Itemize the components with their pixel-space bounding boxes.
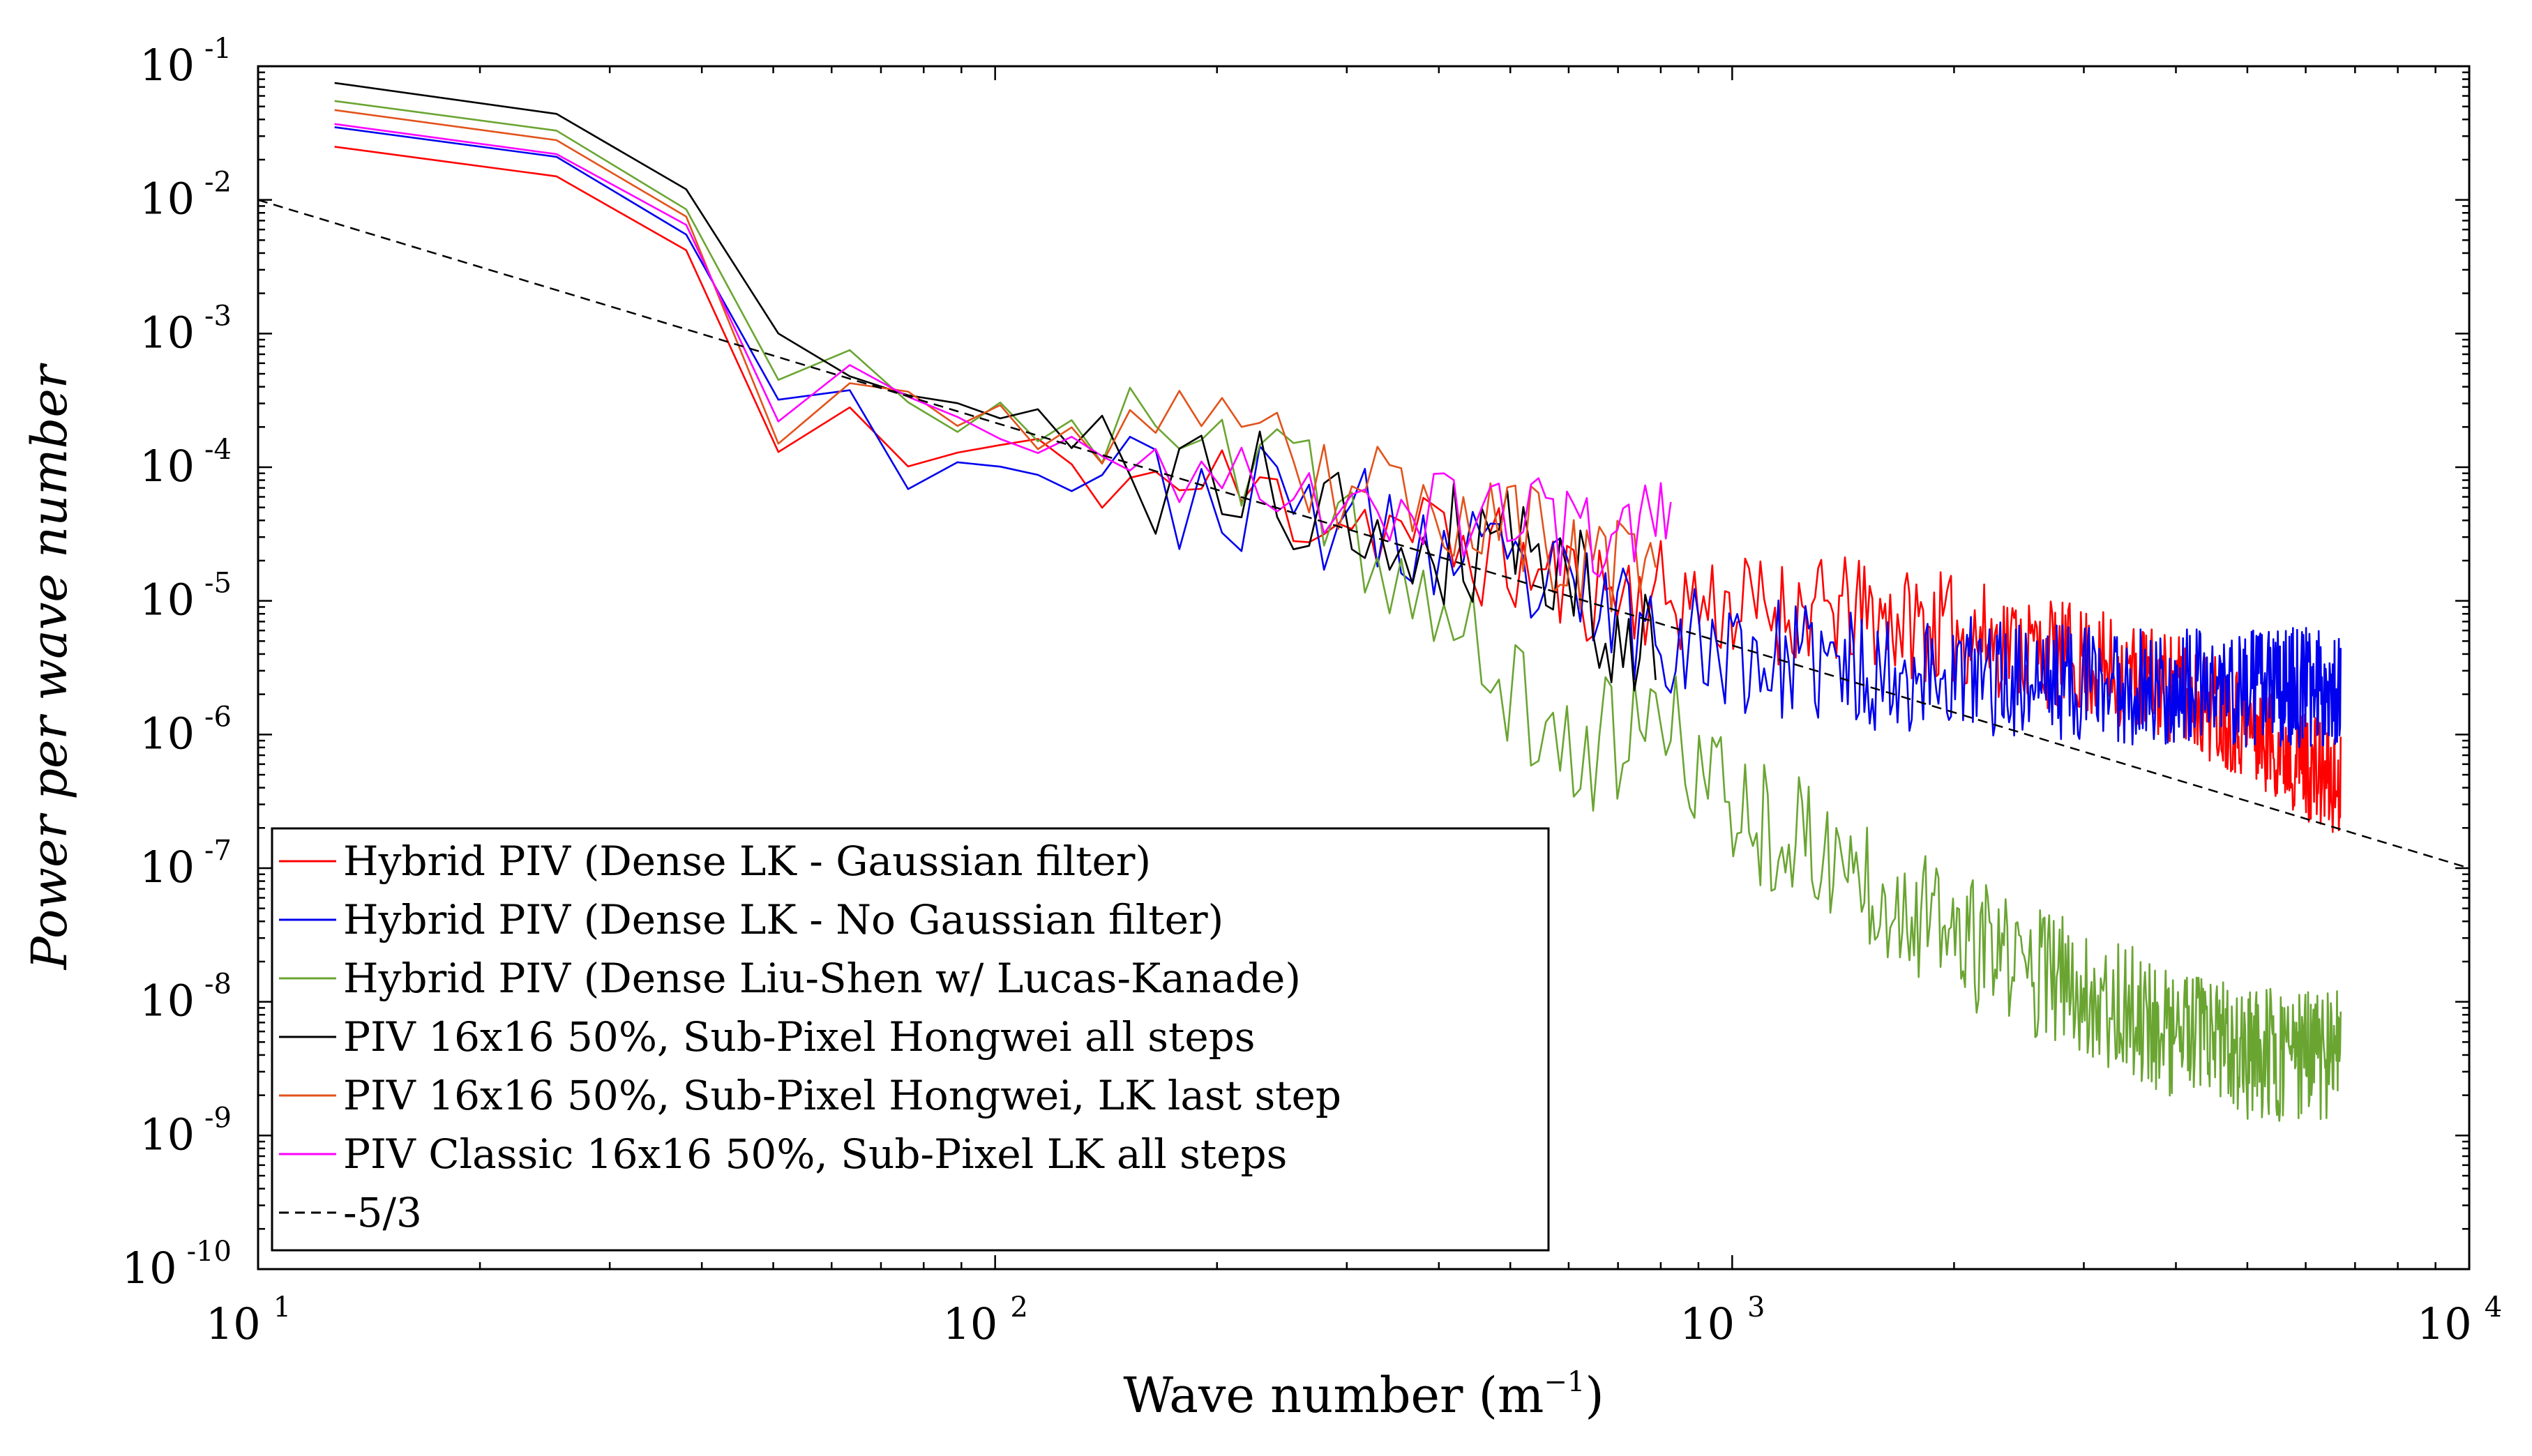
y-tick-label-exp: -1 bbox=[204, 33, 232, 65]
y-tick-label-5: 10 -6 bbox=[140, 701, 232, 759]
y-tick-label-base: 10 bbox=[140, 40, 195, 91]
x-axis-title-exponent: −1 bbox=[1544, 1366, 1585, 1398]
legend-label-6: -5/3 bbox=[343, 1189, 422, 1236]
legend-label-0: Hybrid PIV (Dense LK - Gaussian filter) bbox=[343, 837, 1151, 885]
x-axis-title: Wave number (m−1) bbox=[1123, 1366, 1604, 1424]
x-tick-label-1: 10 2 bbox=[942, 1291, 1027, 1349]
y-tick-label-base: 10 bbox=[140, 1109, 195, 1160]
y-tick-label-base: 10 bbox=[140, 441, 195, 492]
y-tick-label-exp: -8 bbox=[204, 969, 232, 1001]
legend: Hybrid PIV (Dense LK - Gaussian filter) H… bbox=[271, 827, 1550, 1252]
series-line-5 bbox=[334, 123, 1672, 578]
ticks-layer bbox=[257, 65, 2471, 1271]
y-tick-label-3: 10 -4 bbox=[140, 434, 232, 492]
y-tick-label-base: 10 bbox=[140, 708, 195, 759]
x-tick-label-exp: 2 bbox=[1010, 1291, 1027, 1324]
y-tick-label-exp: -10 bbox=[187, 1236, 232, 1268]
y-tick-label-base: 10 bbox=[140, 307, 195, 358]
x-tick-label-2: 10 3 bbox=[1680, 1291, 1765, 1349]
y-tick-label-8: 10 -9 bbox=[140, 1102, 232, 1160]
y-tick-label-2: 10 -3 bbox=[140, 300, 232, 358]
x-tick-label-base: 10 bbox=[2417, 1298, 2472, 1349]
x-tick-label-exp: 4 bbox=[2485, 1291, 2502, 1324]
y-tick-label-7: 10 -8 bbox=[140, 969, 232, 1026]
legend-label-4: PIV 16x16 50%, Sub-Pixel Hongwei, LK las… bbox=[343, 1072, 1341, 1119]
y-tick-label-base: 10 bbox=[140, 575, 195, 625]
y-tick-label-exp: -4 bbox=[204, 434, 232, 466]
x-tick-label-0: 10 1 bbox=[206, 1291, 291, 1349]
x-axis-title-close: ) bbox=[1585, 1367, 1604, 1424]
y-axis-title: Power per wave number bbox=[21, 363, 78, 971]
legend-label-1: Hybrid PIV (Dense LK - No Gaussian filte… bbox=[343, 896, 1223, 943]
plot-frame bbox=[257, 65, 2471, 1271]
series-layer bbox=[258, 82, 2469, 1122]
y-tick-label-1: 10 -2 bbox=[140, 167, 232, 225]
x-tick-label-exp: 3 bbox=[1747, 1291, 1765, 1324]
legend-box bbox=[271, 827, 1550, 1252]
legend-label-2: Hybrid PIV (Dense Liu-Shen w/ Lucas-Kana… bbox=[343, 955, 1301, 1002]
series-line-2 bbox=[334, 100, 2342, 1122]
series-line-3 bbox=[334, 82, 1657, 692]
x-tick-label-exp: 1 bbox=[273, 1291, 291, 1324]
x-tick-label-base: 10 bbox=[206, 1298, 261, 1349]
y-tick-label-base: 10 bbox=[140, 976, 195, 1026]
y-tick-label-exp: -3 bbox=[204, 300, 232, 332]
x-tick-label-3: 10 4 bbox=[2417, 1291, 2502, 1349]
y-tick-label-base: 10 bbox=[140, 174, 195, 225]
y-tick-label-0: 10 -1 bbox=[140, 33, 232, 91]
y-tick-label-9: 10 -10 bbox=[122, 1236, 232, 1294]
legend-label-5: PIV Classic 16x16 50%, Sub-Pixel LK all … bbox=[343, 1130, 1287, 1178]
y-tick-label-exp: -5 bbox=[204, 568, 232, 600]
series-line-1 bbox=[334, 126, 2342, 748]
y-tick-label-4: 10 -5 bbox=[140, 568, 232, 625]
legend-label-3: PIV 16x16 50%, Sub-Pixel Hongwei all ste… bbox=[343, 1013, 1256, 1061]
y-tick-label-exp: -6 bbox=[204, 701, 232, 733]
y-tick-label-exp: -9 bbox=[204, 1102, 232, 1134]
x-tick-label-base: 10 bbox=[1680, 1298, 1735, 1349]
y-tick-label-exp: -7 bbox=[204, 835, 232, 867]
series-line-4 bbox=[334, 109, 1657, 613]
y-tick-label-base: 10 bbox=[122, 1243, 177, 1294]
x-tick-label-base: 10 bbox=[942, 1298, 997, 1349]
y-tick-label-exp: -2 bbox=[204, 167, 232, 199]
tick-labels: 10 1 10 2 10 3 10 4 10 -1 10 -2 10 -3 10 -4 10 -5 10 -6 10 -7… bbox=[122, 33, 2503, 1349]
y-tick-label-base: 10 bbox=[140, 842, 195, 893]
x-axis-title-text: Wave number (m bbox=[1123, 1367, 1544, 1424]
y-tick-label-6: 10 -7 bbox=[140, 835, 232, 893]
